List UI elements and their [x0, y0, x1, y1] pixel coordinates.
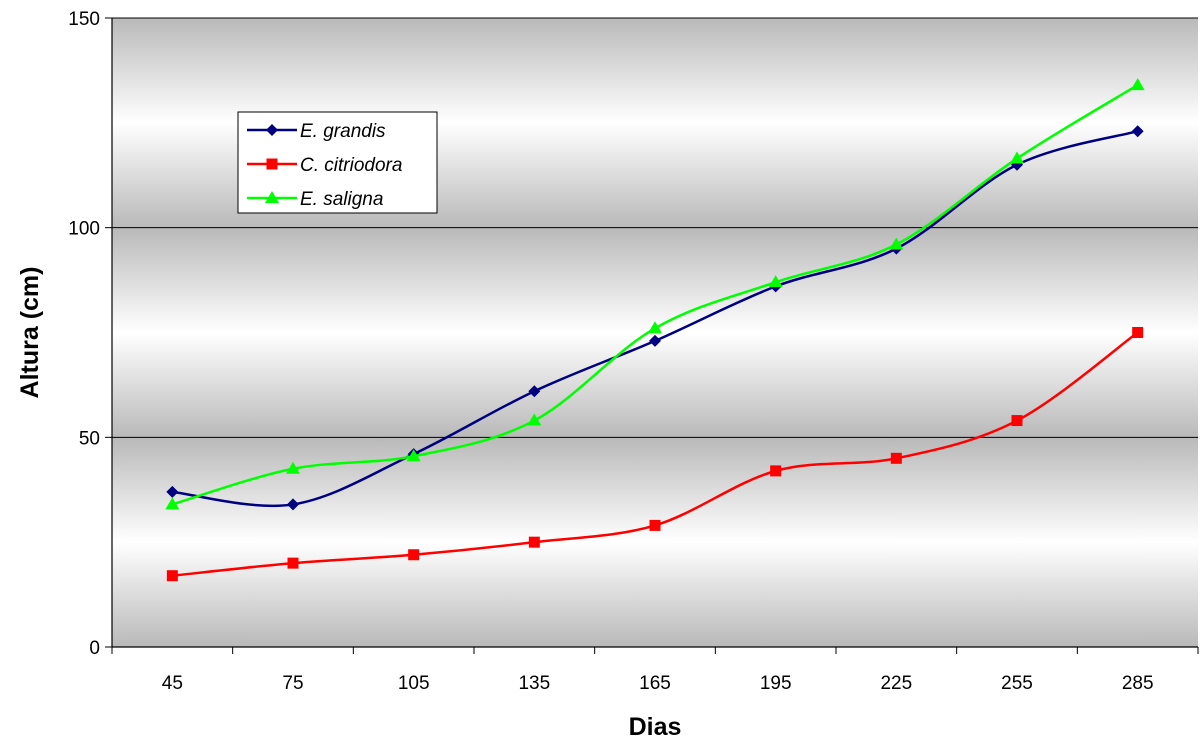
data-point-e-saligna: [1010, 151, 1024, 164]
data-point-e-grandis: [1131, 125, 1144, 138]
y-tick-label: 0: [89, 638, 100, 659]
series-group: [165, 78, 1145, 582]
legend-marker-e-grandis: [266, 124, 278, 136]
data-point-e-saligna: [768, 275, 783, 288]
x-tick-label: 285: [1122, 673, 1154, 694]
series-e-saligna: [165, 78, 1145, 510]
legend: E. grandis C. citriodora E. saligna: [237, 111, 438, 214]
x-tick-label: 45: [162, 673, 183, 694]
series-c-citriodora: [166, 327, 1144, 582]
axes: 0 50 100 150 45 75 105 135 165 195 225 255 285: [68, 9, 1199, 694]
x-tick-label: 135: [518, 673, 550, 694]
legend-label-e-saligna: E. saligna: [300, 189, 383, 210]
data-point-e-saligna: [527, 413, 542, 426]
data-point-e-saligna: [406, 449, 421, 462]
data-point-c-citriodora: [1132, 327, 1144, 338]
data-point-c-citriodora: [408, 549, 420, 561]
data-point-c-citriodora: [890, 452, 902, 464]
gridlines: [112, 17, 1198, 438]
y-tick-label: 100: [68, 219, 100, 240]
data-point-c-citriodora: [166, 570, 178, 582]
legend-marker-e-saligna: [265, 191, 279, 203]
data-point-c-citriodora: [649, 519, 661, 531]
data-point-c-citriodora: [287, 557, 299, 569]
data-point-e-grandis: [649, 334, 661, 347]
plot-band: [112, 437, 1198, 647]
x-tick-label: 225: [880, 673, 912, 694]
x-tick-label: 255: [1001, 673, 1033, 694]
y-tick-label: 50: [79, 428, 100, 449]
data-point-e-grandis: [528, 385, 541, 398]
data-point-e-saligna: [1130, 78, 1145, 91]
x-tick-label: 75: [282, 673, 303, 694]
legend-marker-c-citriodora: [266, 158, 278, 170]
legend-label-c-citriodora: C. citriodora: [300, 155, 402, 176]
data-point-e-saligna: [286, 461, 300, 474]
x-tick-label: 195: [760, 673, 792, 694]
x-axis-title: Dias: [629, 713, 682, 741]
x-tick-label: 105: [398, 673, 430, 694]
data-point-e-saligna: [648, 321, 662, 334]
legend-label-e-grandis: E. grandis: [300, 121, 386, 142]
data-point-e-saligna: [165, 497, 180, 510]
data-point-c-citriodora: [528, 536, 540, 548]
data-point-c-citriodora: [770, 465, 782, 477]
y-axis-title: Altura (cm): [16, 267, 44, 399]
data-point-e-grandis: [287, 498, 299, 511]
data-point-e-grandis: [166, 485, 179, 498]
x-tick-label: 165: [639, 673, 671, 694]
data-point-c-citriodora: [1011, 415, 1023, 427]
data-point-e-saligna: [889, 237, 904, 250]
y-tick-label: 150: [68, 9, 100, 30]
